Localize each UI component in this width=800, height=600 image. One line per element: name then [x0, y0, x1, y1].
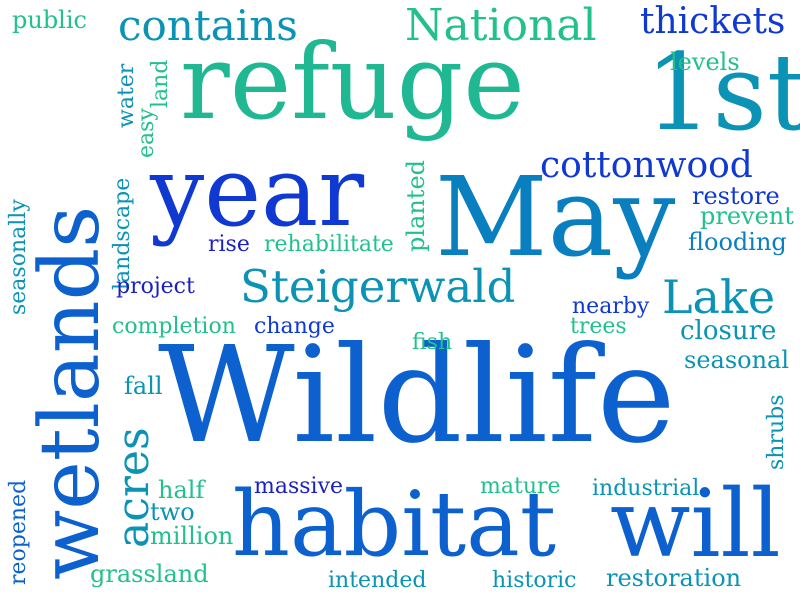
- word-wetlands: wetlands: [23, 205, 118, 580]
- word-prevent: prevent: [700, 202, 794, 230]
- word-completion: completion: [112, 314, 236, 339]
- word-rehabilitate: rehabilitate: [264, 232, 394, 257]
- word-grassland: grassland: [90, 560, 209, 588]
- word-national: National: [405, 0, 597, 51]
- word-shrubs: shrubs: [764, 394, 789, 470]
- word-intended: intended: [328, 568, 427, 593]
- word-1st: 1st: [645, 31, 800, 154]
- word-two: two: [150, 498, 195, 526]
- word-fish: fish: [412, 330, 453, 355]
- word-may: May: [435, 153, 676, 281]
- word-closure: closure: [680, 316, 777, 346]
- word-seasonally: seasonally: [6, 199, 31, 315]
- word-seasonal: seasonal: [684, 346, 790, 374]
- word-public: public: [12, 6, 87, 34]
- word-million: million: [150, 522, 234, 550]
- word-year: year: [150, 136, 365, 248]
- word-industrial: industrial: [592, 476, 700, 501]
- word-rise: rise: [208, 232, 250, 257]
- word-will: will: [610, 470, 781, 579]
- word-half: half: [158, 476, 205, 504]
- word-levels: levels: [670, 48, 740, 76]
- word-contains: contains: [118, 1, 298, 50]
- word-mature: mature: [480, 474, 561, 499]
- word-land: land: [148, 59, 173, 108]
- word-restoration: restoration: [606, 564, 742, 592]
- word-refuge: refuge: [180, 21, 525, 143]
- word-thickets: thickets: [640, 1, 786, 42]
- word-nearby: nearby: [572, 294, 650, 319]
- word-easy: easy: [134, 108, 159, 158]
- word-fall: fall: [124, 372, 163, 400]
- word-habitat: habitat: [232, 472, 557, 577]
- word-change: change: [254, 314, 335, 339]
- word-project: project: [116, 274, 195, 299]
- word-trees: trees: [570, 314, 627, 339]
- word-historic: historic: [492, 568, 577, 593]
- word-reopened: reopened: [6, 479, 31, 585]
- word-massive: massive: [254, 474, 344, 499]
- word-wildlife: Wildlife: [158, 319, 676, 473]
- word-planted: planted: [402, 159, 430, 252]
- word-lake: Lake: [662, 270, 776, 324]
- word-steigerwald: Steigerwald: [240, 260, 516, 313]
- word-cottonwood: cottonwood: [540, 145, 753, 186]
- word-flooding: flooding: [688, 228, 787, 256]
- word-restore: restore: [692, 182, 780, 210]
